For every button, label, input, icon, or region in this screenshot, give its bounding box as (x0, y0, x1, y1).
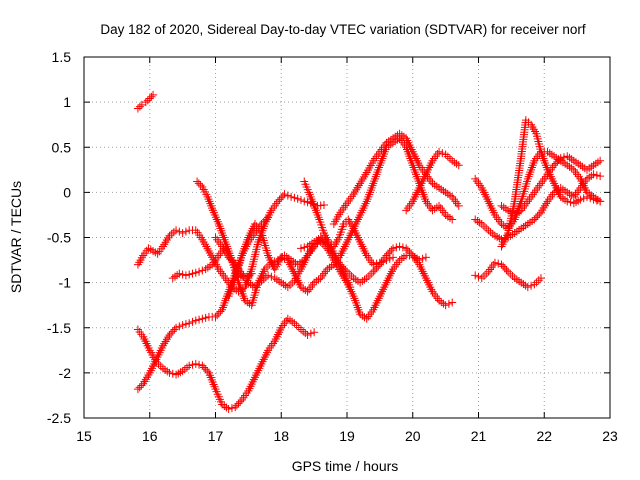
x-tick-label: 18 (273, 428, 289, 444)
x-tick-label: 20 (405, 428, 421, 444)
x-tick-label: 15 (76, 428, 92, 444)
series-arc-11 (402, 147, 463, 215)
series-arc-8 (193, 177, 256, 283)
y-tick-label: -1.5 (47, 320, 71, 336)
x-tick-label: 22 (536, 428, 552, 444)
x-tick-label: 17 (208, 428, 224, 444)
data-marker (402, 147, 463, 215)
series-arc-3 (133, 314, 319, 413)
chart-title: Day 182 of 2020, Sidereal Day-to-day VTE… (100, 22, 585, 37)
y-tick-label: 0 (63, 184, 71, 200)
data-marker (471, 258, 545, 292)
y-tick-label: 1 (63, 94, 71, 110)
series-arc-17 (471, 258, 545, 292)
data-marker (193, 177, 256, 283)
data-markers (133, 90, 605, 413)
data-marker (497, 116, 605, 251)
data-marker (497, 152, 605, 219)
y-axis-label: SDTVAR / TECUs (8, 181, 24, 293)
data-marker (300, 177, 398, 269)
y-tick-label: -1 (59, 275, 72, 291)
x-tick-label: 16 (142, 428, 158, 444)
y-tick-labels: -2.5 -2 -1.5 -1 -0.5 0 0.5 1 1.5 (47, 49, 71, 426)
y-tick-label: 1.5 (52, 49, 72, 65)
x-tick-label: 21 (471, 428, 487, 444)
data-marker (133, 314, 319, 413)
x-tick-label: 19 (339, 428, 355, 444)
y-tick-label: -2.5 (47, 410, 71, 426)
series-arc-9 (300, 177, 398, 269)
x-tick-label: 23 (602, 428, 618, 444)
series-arc-1 (133, 90, 158, 113)
axis-ticks (83, 56, 611, 419)
series-arc-16 (497, 152, 605, 219)
y-tick-label: -2 (59, 365, 72, 381)
y-tick-label: 0.5 (52, 139, 72, 155)
series-arc-12 (296, 233, 430, 287)
x-tick-labels: 15 16 17 18 19 20 21 22 23 (76, 428, 618, 444)
x-axis-label: GPS time / hours (292, 458, 399, 474)
data-marker (133, 90, 158, 113)
data-marker (296, 233, 430, 287)
series-arc-15 (497, 116, 605, 251)
y-tick-label: -0.5 (47, 230, 71, 246)
